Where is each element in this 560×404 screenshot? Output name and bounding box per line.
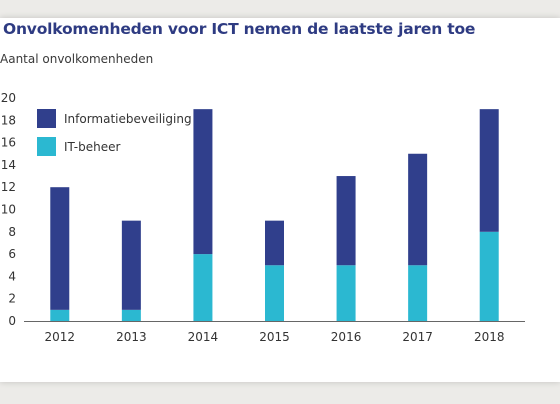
y-tick-label: 6 [8,247,16,261]
bar-it-beheer-2018 [479,231,499,321]
bar-informatiebeveiliging-2018 [479,109,499,232]
legend-swatch [37,137,56,156]
x-tick-label: 2012 [45,330,76,344]
bar-informatiebeveiliging-2015 [265,220,284,266]
y-tick-label: 2 [8,292,16,306]
x-tick-label: 2016 [331,330,362,344]
x-tick-label: 2013 [116,330,147,344]
x-tick-label: 2017 [402,330,433,344]
y-tick-label: 8 [8,225,16,239]
chart-title: Onvolkomenheden voor ICT nemen de laatst… [3,20,476,38]
legend-swatch [37,109,56,128]
bar-it-beheer-2017 [408,265,428,321]
y-axis-label: Aantal onvolkomenheden [0,52,154,66]
bar-it-beheer-2016 [336,265,356,321]
bar-informatiebeveiliging-2012 [50,187,70,310]
y-tick-label: 16 [1,136,16,150]
y-tick-label: 12 [1,180,16,194]
x-tick-label: 2015 [259,330,290,344]
x-tick-label: 2014 [188,330,219,344]
bar-informatiebeveiliging-2013 [121,220,141,310]
y-tick-label: 14 [1,158,16,172]
bar-it-beheer-2014 [193,254,213,321]
bar-it-beheer-2015 [265,265,284,321]
y-tick-label: 0 [8,314,16,328]
legend-label: Informatiebeveiliging [64,112,192,126]
y-tick-label: 4 [8,269,16,283]
y-tick-label: 20 [1,91,16,105]
bar-informatiebeveiliging-2016 [336,176,356,266]
legend-label: IT-beheer [64,140,120,154]
bar-informatiebeveiliging-2017 [408,153,428,266]
y-tick-label: 10 [1,203,16,217]
bar-informatiebeveiliging-2014 [193,109,213,255]
y-tick-label: 18 [1,113,16,127]
x-tick-label: 2018 [474,330,505,344]
bar-it-beheer-2013 [121,309,141,321]
bar-it-beheer-2012 [50,309,70,321]
